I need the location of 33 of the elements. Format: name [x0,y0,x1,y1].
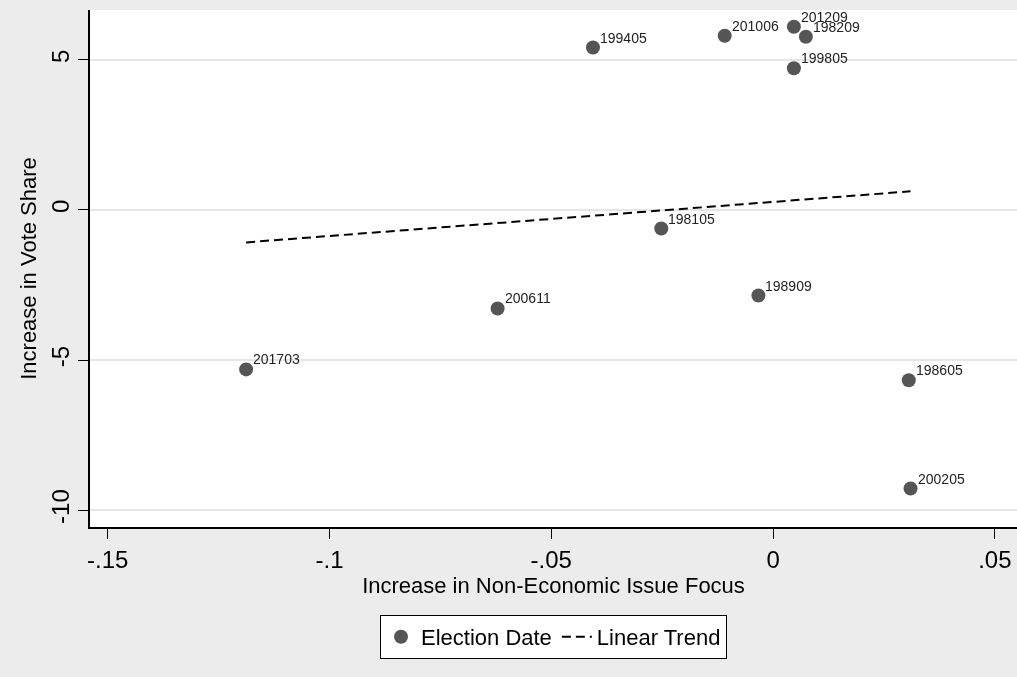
legend-label: Linear Trend [596,625,721,651]
annotation: 200611 [505,290,551,306]
annotation: 198909 [765,278,812,294]
annotation: 198105 [668,211,715,227]
y-tick-label: -10 [46,489,74,524]
point [239,362,254,377]
y-tick-label: -5 [46,345,74,368]
point [901,373,916,388]
point [786,19,801,34]
point [490,301,505,316]
point [585,40,600,55]
x-axis-title: Increase in Non-Economic Issue Focus [362,572,745,598]
point [654,221,669,236]
point [903,481,918,496]
annotation: 201006 [732,18,779,34]
annotation: 199405 [600,30,647,46]
y-axis-title: Increase in Vote Share [15,157,41,380]
x-tick-label: -.1 [315,545,344,573]
x-tick-label: .05 [978,545,1012,573]
point [751,288,766,303]
annotation: 201703 [253,351,300,367]
x-tick-label: -.05 [530,545,572,573]
y-tick-label: 5 [46,49,74,63]
y-tick-label: 0 [46,199,74,214]
annotation: 199805 [801,50,848,66]
x-tick-label: -.15 [87,545,129,573]
point [798,29,813,44]
point [717,28,732,43]
annotation: 200205 [918,471,965,487]
x-tick-label: 0 [766,545,780,573]
legend-label: Election Date [421,625,552,651]
annotation: 198605 [916,362,963,378]
point [786,61,801,76]
